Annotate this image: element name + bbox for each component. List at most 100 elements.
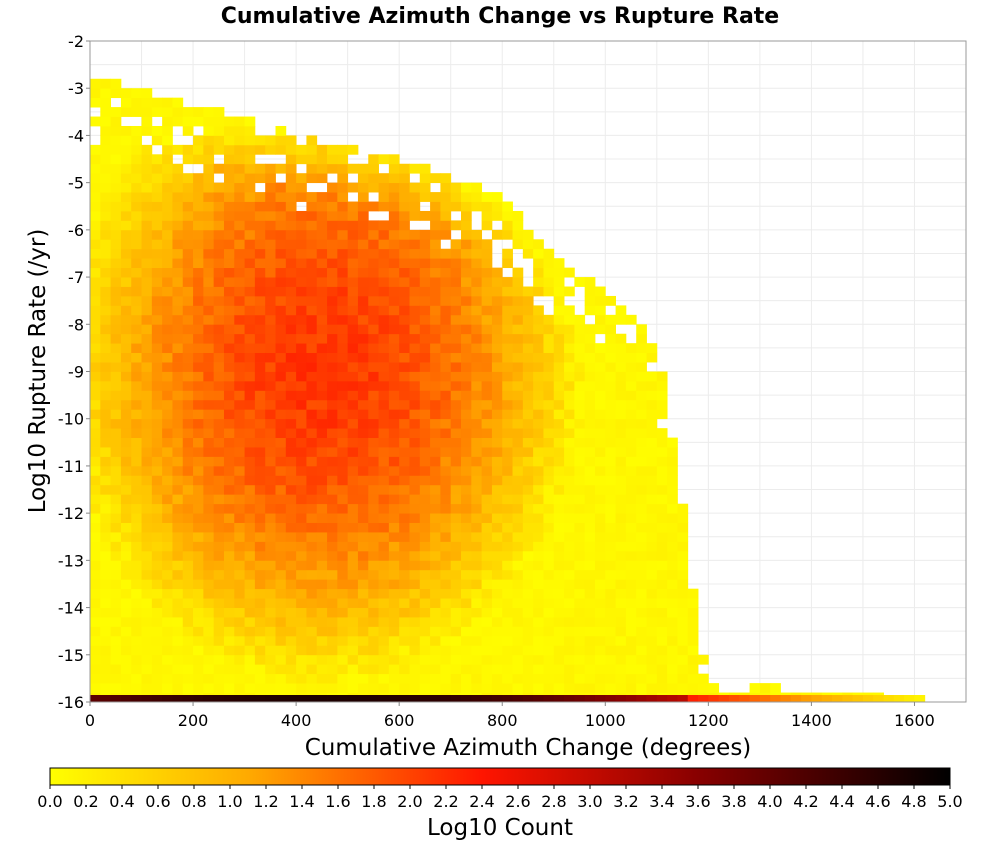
heatmap-cell [512, 475, 524, 486]
heatmap-cell [625, 673, 637, 684]
heatmap-cell [172, 673, 184, 684]
heatmap-cell [285, 569, 297, 580]
heatmap-cell [553, 484, 565, 495]
heatmap-cell [347, 673, 359, 684]
heatmap-cell [409, 475, 421, 486]
heatmap-cell [378, 598, 390, 608]
heatmap-cell [636, 409, 647, 420]
heatmap-cell [471, 617, 483, 627]
heatmap-cell [327, 333, 338, 344]
heatmap-cell [120, 144, 132, 155]
heatmap-cell [141, 513, 153, 523]
heatmap-cell [275, 229, 287, 240]
heatmap-cell [182, 503, 194, 514]
heatmap-cell [203, 362, 215, 372]
heatmap-cell [327, 399, 338, 410]
heatmap-cell [223, 343, 235, 354]
heatmap-cell [677, 541, 689, 552]
heatmap-cell [543, 286, 555, 297]
heatmap-cell [110, 437, 122, 448]
heatmap-cell [522, 229, 534, 240]
heatmap-cell [667, 645, 678, 656]
heatmap-cell [533, 503, 544, 514]
heatmap-cell [327, 465, 338, 476]
heatmap-cell [100, 409, 112, 420]
heatmap-cell [574, 522, 586, 533]
heatmap-cell [584, 607, 596, 618]
heatmap-cell [234, 210, 245, 221]
heatmap-cell [141, 673, 153, 684]
heatmap-cell [296, 456, 307, 467]
heatmap-cell [419, 248, 431, 259]
heatmap-cell [327, 475, 338, 486]
heatmap-cell [316, 258, 328, 269]
heatmap-cell [110, 258, 122, 269]
heatmap-cell [409, 371, 421, 382]
heatmap-cell [656, 550, 668, 561]
heatmap-cell [440, 626, 452, 637]
heatmap-cell [203, 154, 215, 165]
heatmap-cell [481, 201, 493, 212]
heatmap-cell [667, 579, 678, 590]
heatmap-cell [687, 645, 699, 656]
heatmap-cell [234, 522, 245, 533]
heatmap-cell [646, 532, 658, 542]
heatmap-cell [419, 210, 431, 221]
heatmap-cell [100, 135, 112, 146]
heatmap-cell [90, 267, 101, 278]
heatmap-cell [213, 617, 225, 627]
heatmap-cell [296, 343, 307, 354]
heatmap-cell [296, 626, 307, 637]
heatmap-cell [533, 654, 544, 665]
heatmap-cell [636, 654, 647, 665]
heatmap-cell [100, 88, 112, 99]
heatmap-cell [512, 229, 524, 240]
heatmap-cell [316, 598, 328, 608]
heatmap-cell [419, 418, 431, 429]
heatmap-cell [172, 116, 184, 127]
heatmap-cell [296, 371, 307, 382]
heatmap-cell [100, 248, 112, 259]
heatmap-cell [337, 447, 349, 457]
heatmap-cell [646, 579, 658, 590]
heatmap-cell [193, 352, 204, 363]
heatmap-cell [337, 201, 349, 212]
heatmap-cell [399, 324, 410, 335]
heatmap-cell [399, 494, 410, 505]
heatmap-cell [182, 192, 194, 202]
heatmap-cell [347, 144, 359, 155]
heatmap-cell [399, 182, 410, 193]
heatmap-cell [553, 494, 565, 505]
heatmap-cell [90, 626, 101, 637]
heatmap-cell [533, 569, 544, 580]
heatmap-cell [409, 362, 421, 372]
heatmap-cell [491, 277, 503, 287]
heatmap-cell [203, 144, 215, 155]
colorbar-tick-label: 0.8 [181, 792, 206, 811]
heatmap-cell [388, 579, 400, 590]
heatmap-cell [223, 154, 235, 165]
heatmap-cell [625, 465, 637, 476]
heatmap-cell [574, 673, 586, 684]
heatmap-cell [223, 447, 235, 457]
heatmap-cell [120, 513, 132, 523]
heatmap-cell [419, 683, 431, 693]
heatmap-cell [471, 456, 483, 467]
heatmap-cell [430, 428, 441, 438]
heatmap-cell [141, 107, 153, 117]
heatmap-cell [594, 522, 606, 533]
heatmap-cell [625, 522, 637, 533]
heatmap-cell [461, 560, 472, 571]
heatmap-cell [90, 78, 101, 89]
heatmap-cell [347, 465, 359, 476]
heatmap-cell [450, 314, 462, 325]
heatmap-cell [131, 579, 142, 590]
heatmap-cell [667, 522, 678, 533]
heatmap-cell [378, 428, 390, 438]
heatmap-cell [440, 286, 452, 297]
heatmap-cell [141, 617, 153, 627]
heatmap-cell [172, 475, 184, 486]
heatmap-cell [244, 144, 256, 155]
heatmap-cell [461, 210, 472, 221]
heatmap-cell [141, 475, 153, 486]
